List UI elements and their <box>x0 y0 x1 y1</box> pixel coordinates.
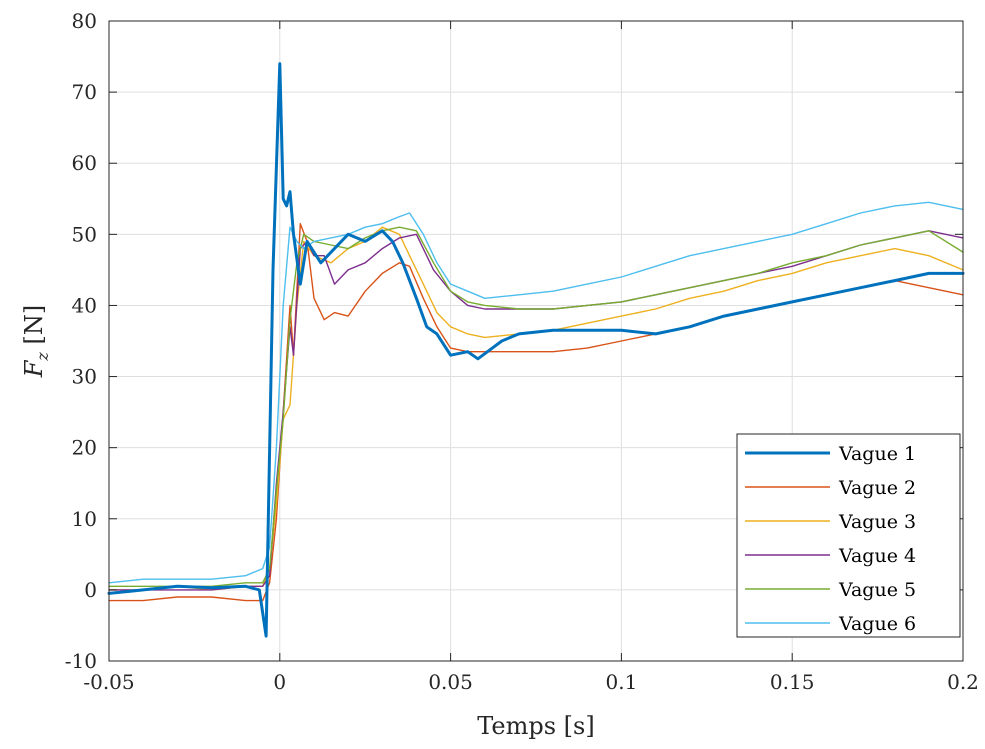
y-tick-label: 30 <box>72 365 97 389</box>
legend-box <box>736 433 961 638</box>
x-tick-label: 0.15 <box>770 670 815 694</box>
y-axis-label-unit: [N] <box>20 305 48 352</box>
axes-frame <box>108 20 964 662</box>
y-axis-label: Fz [N] <box>20 305 52 378</box>
x-tick-label: 0.1 <box>605 670 637 694</box>
x-tick-label: 0.05 <box>428 670 473 694</box>
series-line-6 <box>108 201 964 584</box>
series-line-1 <box>107 62 965 638</box>
legend-label-2: Vague 2 <box>838 477 916 499</box>
x-tick-label: 0.2 <box>947 670 979 694</box>
y-tick-label: 70 <box>72 80 97 104</box>
y-axis-label-symbol: F <box>20 359 48 378</box>
legend-label-3: Vague 3 <box>838 511 916 533</box>
y-tick-label: 10 <box>72 507 97 531</box>
legend-label-1: Vague 1 <box>838 443 916 465</box>
series-group <box>107 62 965 638</box>
y-tick-label: 60 <box>72 151 97 175</box>
legend-label-4: Vague 4 <box>838 545 916 567</box>
y-axis-label-subscript: z <box>33 352 52 362</box>
y-tick-label: 0 <box>84 578 97 602</box>
legend-label-6: Vague 6 <box>838 613 916 635</box>
y-tick-label: -10 <box>65 649 97 673</box>
y-tick-label: 50 <box>72 222 97 246</box>
x-tick-label: 0 <box>273 670 286 694</box>
ticks: -0.05 0 0.05 0.1 0.15 0.2 -10 0 10 20 30 40 50 60 70 80 <box>65 9 979 694</box>
series-line-5 <box>108 226 964 587</box>
y-tick-label: 80 <box>72 9 97 33</box>
legend-label-5: Vague 5 <box>838 579 916 601</box>
legend: Vague 1 Vague 2 Vague 3 Vague 4 Vague 5 Vague… <box>736 433 961 638</box>
y-tick-label: 20 <box>72 436 97 460</box>
x-tick-label: -0.05 <box>83 670 134 694</box>
x-axis-label: Temps [s] <box>477 712 594 740</box>
y-tick-label: 40 <box>72 293 97 317</box>
